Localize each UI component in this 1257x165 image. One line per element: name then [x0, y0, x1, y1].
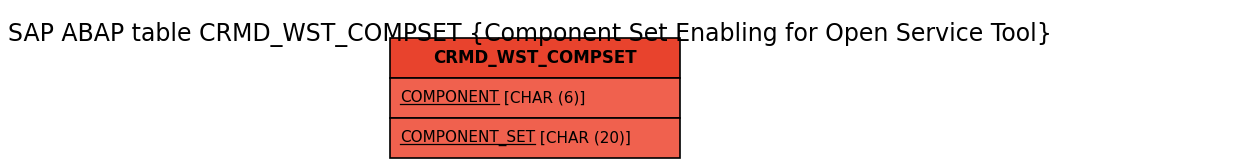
Text: SAP ABAP table CRMD_WST_COMPSET {Component Set Enabling for Open Service Tool}: SAP ABAP table CRMD_WST_COMPSET {Compone…	[8, 22, 1052, 47]
Text: [CHAR (6)]: [CHAR (6)]	[499, 90, 585, 105]
Bar	[390, 78, 680, 118]
Text: [CHAR (20)]: [CHAR (20)]	[535, 131, 631, 146]
Text: COMPONENT_SET: COMPONENT_SET	[400, 130, 535, 146]
Bar	[390, 118, 680, 158]
Text: CRMD_WST_COMPSET: CRMD_WST_COMPSET	[434, 49, 637, 67]
Bar	[390, 38, 680, 78]
Text: COMPONENT: COMPONENT	[400, 90, 499, 105]
